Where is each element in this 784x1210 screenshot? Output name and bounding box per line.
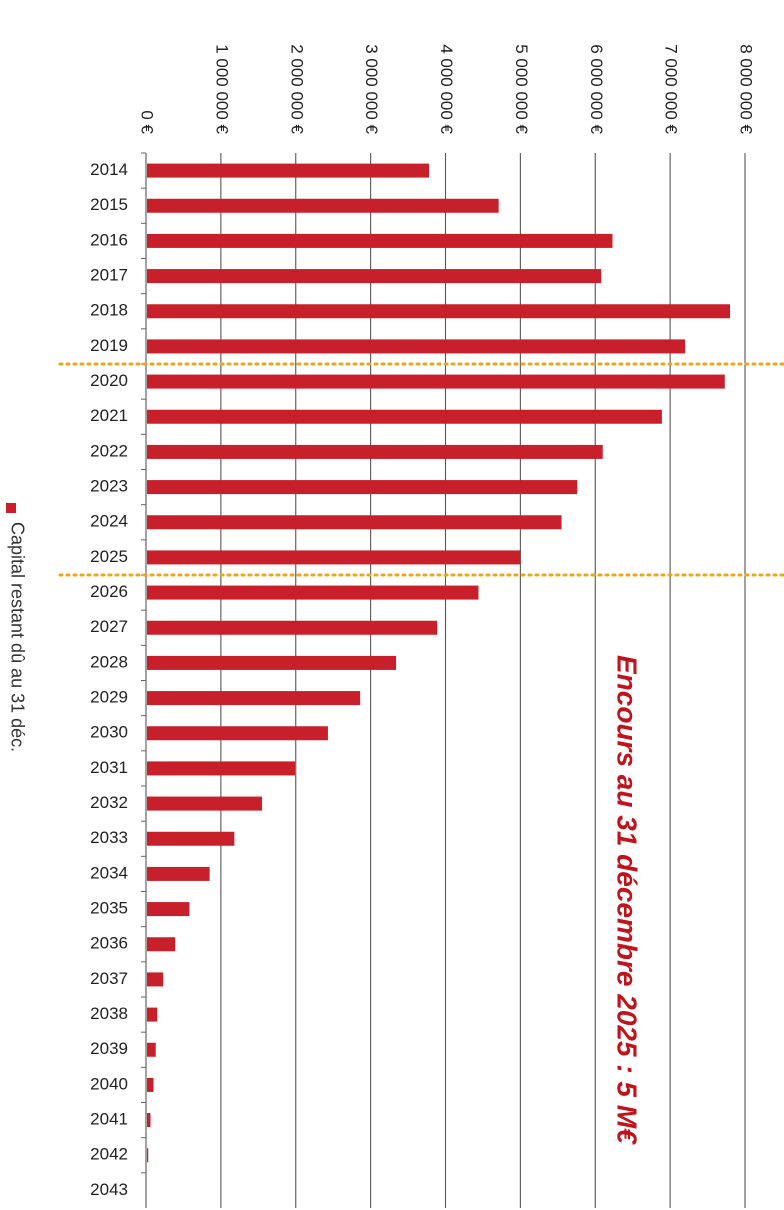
category-label-2029: 2029 bbox=[90, 688, 128, 707]
category-label-2016: 2016 bbox=[90, 230, 128, 249]
bar-2041 bbox=[147, 1113, 151, 1128]
category-label-2018: 2018 bbox=[90, 301, 128, 320]
value-axis-tick-label: 7 000 000 € bbox=[662, 44, 681, 134]
category-label-2027: 2027 bbox=[90, 617, 128, 636]
bar-2035 bbox=[147, 902, 190, 917]
category-label-2043: 2043 bbox=[90, 1180, 128, 1199]
bar-2036 bbox=[147, 937, 176, 952]
bar-2027 bbox=[147, 620, 438, 635]
category-label-2014: 2014 bbox=[90, 160, 128, 179]
bar-2037 bbox=[147, 972, 164, 987]
bar-2024 bbox=[147, 515, 562, 530]
category-label-2040: 2040 bbox=[90, 1074, 128, 1093]
category-label-2015: 2015 bbox=[90, 195, 128, 214]
value-axis-tick-label: 1 000 000 € bbox=[212, 44, 231, 134]
legend-label: Capital restant dû au 31 déc. bbox=[7, 522, 27, 752]
legend-swatch bbox=[6, 503, 16, 513]
bar-2038 bbox=[147, 1007, 158, 1022]
bar-2033 bbox=[147, 831, 235, 846]
category-label-2035: 2035 bbox=[90, 899, 128, 918]
category-label-2024: 2024 bbox=[90, 512, 128, 531]
category-label-2041: 2041 bbox=[90, 1110, 128, 1129]
bar-2015 bbox=[147, 198, 499, 213]
bar-2040 bbox=[147, 1077, 154, 1092]
bar-2014 bbox=[147, 163, 430, 178]
annotation-encours: Encours au 31 décembre 2025 : 5 M€ bbox=[612, 655, 643, 1145]
category-label-2023: 2023 bbox=[90, 477, 128, 496]
category-label-2036: 2036 bbox=[90, 934, 128, 953]
category-label-2025: 2025 bbox=[90, 547, 128, 566]
bar-2030 bbox=[147, 726, 328, 741]
bar-2031 bbox=[147, 761, 296, 776]
bar-2032 bbox=[147, 796, 263, 811]
bar-2020 bbox=[147, 374, 725, 389]
category-label-2034: 2034 bbox=[90, 863, 128, 882]
category-label-2028: 2028 bbox=[90, 652, 128, 671]
category-label-2037: 2037 bbox=[90, 969, 128, 988]
category-label-2026: 2026 bbox=[90, 582, 128, 601]
bar-2021 bbox=[147, 409, 662, 424]
category-label-2031: 2031 bbox=[90, 758, 128, 777]
bar-2026 bbox=[147, 585, 479, 600]
bar-2023 bbox=[147, 480, 578, 495]
bar-2019 bbox=[147, 339, 686, 354]
value-axis-tick-label: 0 € bbox=[138, 110, 157, 134]
category-label-2039: 2039 bbox=[90, 1039, 128, 1058]
bar-2016 bbox=[147, 233, 613, 248]
bar-2017 bbox=[147, 269, 602, 284]
bar-2018 bbox=[147, 304, 731, 319]
value-axis-tick-label: 3 000 000 € bbox=[362, 44, 381, 134]
value-axis-tick-label: 8 000 000 € bbox=[737, 44, 756, 134]
bar-2039 bbox=[147, 1042, 156, 1057]
category-label-2017: 2017 bbox=[90, 266, 128, 285]
category-label-2032: 2032 bbox=[90, 793, 128, 812]
value-axis-tick-label: 4 000 000 € bbox=[437, 44, 456, 134]
value-axis-tick-label: 2 000 000 € bbox=[287, 44, 306, 134]
category-label-2019: 2019 bbox=[90, 336, 128, 355]
category-label-2022: 2022 bbox=[90, 441, 128, 460]
bar-2042 bbox=[147, 1148, 149, 1163]
category-label-2042: 2042 bbox=[90, 1145, 128, 1164]
category-label-2030: 2030 bbox=[90, 723, 128, 742]
bar-2034 bbox=[147, 866, 210, 881]
bar-2022 bbox=[147, 444, 603, 459]
category-label-2038: 2038 bbox=[90, 1004, 128, 1023]
bar-2029 bbox=[147, 691, 361, 706]
value-axis-tick-label: 6 000 000 € bbox=[587, 44, 606, 134]
value-axis-tick-label: 5 000 000 € bbox=[512, 44, 531, 134]
bar-2028 bbox=[147, 655, 397, 670]
category-label-2020: 2020 bbox=[90, 371, 128, 390]
category-label-2033: 2033 bbox=[90, 828, 128, 847]
category-label-2021: 2021 bbox=[90, 406, 128, 425]
bar-2025 bbox=[147, 550, 521, 565]
